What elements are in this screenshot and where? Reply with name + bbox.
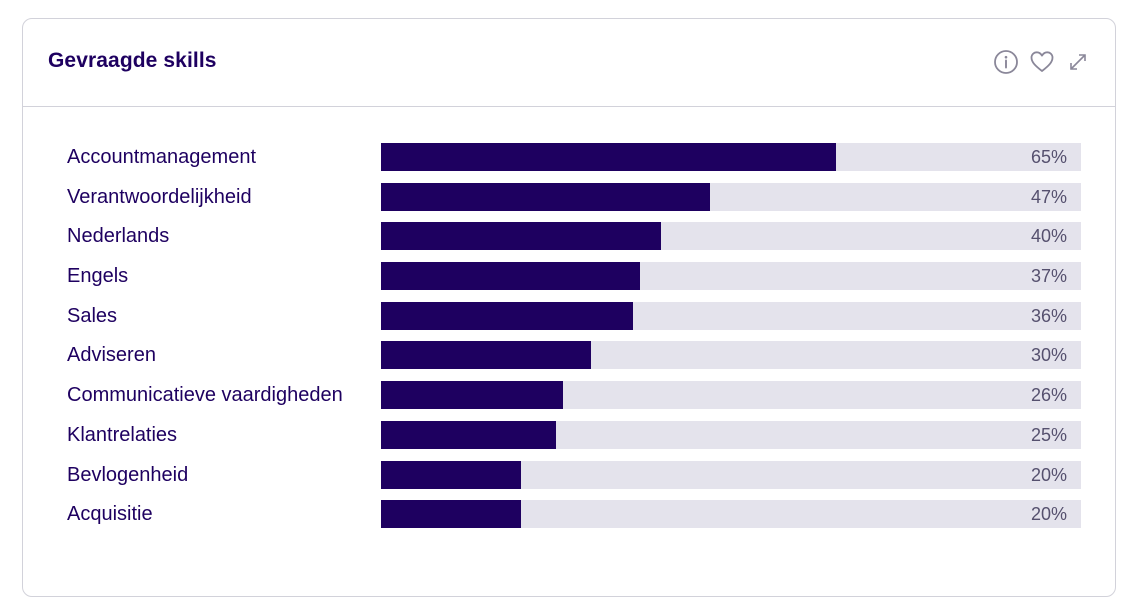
chart-row: Bevlogenheid 20%: [23, 459, 1115, 499]
bar-track: [381, 420, 1081, 449]
category-label: Sales: [67, 304, 118, 327]
value-label: 30%: [1030, 345, 1067, 366]
bar-track: [381, 500, 1081, 529]
value-label: 40%: [1030, 226, 1067, 247]
category-label: Bevlogenheid: [67, 463, 189, 486]
skills-card: Gevraagde skills: [22, 18, 1116, 597]
bar-track: [381, 143, 1081, 171]
chart-row: Verantwoordelijkheid 47%: [23, 181, 1115, 221]
card-title: Gevraagde skills: [48, 49, 217, 72]
value-label: 47%: [1030, 186, 1067, 207]
value-label: 25%: [1030, 424, 1067, 445]
value-label: 65%: [1030, 147, 1067, 167]
chart-row: Sales 36%: [23, 300, 1115, 340]
category-label: Verantwoordelijkheid: [67, 185, 252, 208]
category-label: Klantrelaties: [67, 423, 178, 446]
bar-track: [381, 381, 1081, 410]
bar-track: [381, 182, 1081, 211]
bar: [381, 222, 661, 251]
category-label: Communicatieve vaardigheden: [67, 384, 343, 407]
value-label: 20%: [1030, 464, 1067, 485]
bar: [381, 420, 556, 449]
chart-row: Engels 37%: [23, 260, 1115, 300]
chart-row: Acquisitie 20%: [23, 498, 1115, 538]
category-label: Adviseren: [67, 344, 156, 367]
bar: [381, 301, 633, 330]
bar: [381, 341, 591, 370]
info-icon[interactable]: [993, 49, 1019, 75]
value-label: 37%: [1030, 266, 1067, 287]
bar: [381, 143, 836, 171]
expand-icon[interactable]: [1065, 49, 1091, 75]
chart-row: Communicatieve vaardigheden 26%: [23, 379, 1115, 419]
chart-row: Klantrelaties 25%: [23, 419, 1115, 459]
bar: [381, 381, 563, 410]
value-label: 20%: [1030, 504, 1067, 525]
category-label: Nederlands: [67, 225, 170, 248]
chart-row: Nederlands 40%: [23, 220, 1115, 260]
bar: [381, 262, 640, 291]
header-actions: [993, 49, 1091, 75]
value-label: 36%: [1030, 305, 1067, 326]
category-label: Engels: [67, 265, 129, 288]
bar-track: [381, 222, 1081, 251]
bar: [381, 460, 521, 489]
chart-row: Accountmanagement 65%: [23, 141, 1115, 181]
bar: [381, 182, 710, 211]
heart-icon[interactable]: [1029, 49, 1055, 75]
chart-row: Adviseren 30%: [23, 339, 1115, 379]
bar-track: [381, 262, 1081, 291]
card-header: Gevraagde skills: [23, 19, 1115, 107]
bar-track: [381, 460, 1081, 489]
bar-track: [381, 341, 1081, 370]
skills-bar-chart: Accountmanagement 65% Verantwoordelijkheid…: [23, 141, 1115, 538]
bar-track: [381, 301, 1081, 330]
category-label: Acquisitie: [67, 503, 153, 526]
category-label: Accountmanagement: [67, 146, 257, 168]
value-label: 26%: [1030, 385, 1067, 406]
bar: [381, 500, 521, 529]
